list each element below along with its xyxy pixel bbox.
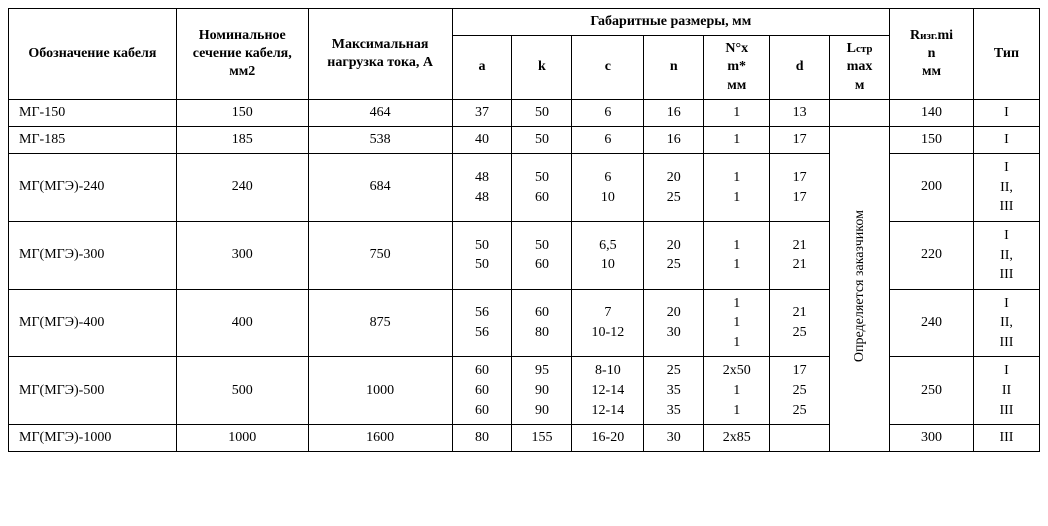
col-a: а [452, 36, 512, 100]
cell-type: III,III [973, 289, 1039, 357]
cell-a: 4848 [452, 154, 512, 222]
cell-n: 30 [644, 425, 704, 452]
cell-d: 1717 [770, 154, 830, 222]
cell-nx: 1 [704, 126, 770, 153]
col-designation: Обозначение кабеля [9, 9, 177, 100]
cell-section: 500 [176, 357, 308, 425]
cell-designation: МГ(МГЭ)-500 [9, 357, 177, 425]
cell-designation: МГ(МГЭ)-300 [9, 221, 177, 289]
cell-a: 606060 [452, 357, 512, 425]
cell-maxload: 875 [308, 289, 452, 357]
cell-maxload: 538 [308, 126, 452, 153]
cell-a: 5050 [452, 221, 512, 289]
cell-lstr [830, 99, 890, 126]
cable-dimensions-table: Обозначение кабеля Номинальное сечение к… [8, 8, 1040, 452]
cell-maxload: 464 [308, 99, 452, 126]
cell-designation: МГ-150 [9, 99, 177, 126]
cell-n: 16 [644, 99, 704, 126]
cell-rmin: 250 [890, 357, 974, 425]
cell-nx: 2х85 [704, 425, 770, 452]
cell-type: III [973, 425, 1039, 452]
cell-a: 40 [452, 126, 512, 153]
cell-nx: 11 [704, 221, 770, 289]
cell-k: 50 [512, 126, 572, 153]
col-k: k [512, 36, 572, 100]
cell-section: 240 [176, 154, 308, 222]
cell-d [770, 425, 830, 452]
col-n: n [644, 36, 704, 100]
col-rmin: Rизг.minмм [890, 9, 974, 100]
cell-lstr-note: Определяется заказчиком [830, 126, 890, 452]
col-dimensions-group: Габаритные размеры, мм [452, 9, 890, 36]
cell-type: III,III [973, 154, 1039, 222]
cell-maxload: 684 [308, 154, 452, 222]
cell-k: 959090 [512, 357, 572, 425]
col-maxload: Максимальная нагрузка тока, А [308, 9, 452, 100]
header-row-1: Обозначение кабеля Номинальное сечение к… [9, 9, 1040, 36]
cell-type: IIIIII [973, 357, 1039, 425]
cell-rmin: 220 [890, 221, 974, 289]
cell-designation: МГ(МГЭ)-240 [9, 154, 177, 222]
cell-type: III,III [973, 221, 1039, 289]
cell-n: 2025 [644, 154, 704, 222]
table-body: МГ-150 150 464 37 50 6 16 1 13 140 I МГ-… [9, 99, 1040, 452]
cell-designation: МГ-185 [9, 126, 177, 153]
cell-rmin: 140 [890, 99, 974, 126]
cell-section: 300 [176, 221, 308, 289]
col-nx: N°xm*мм [704, 36, 770, 100]
cell-k: 155 [512, 425, 572, 452]
cell-d: 17 [770, 126, 830, 153]
cell-rmin: 150 [890, 126, 974, 153]
cell-section: 400 [176, 289, 308, 357]
cell-section: 185 [176, 126, 308, 153]
cell-d: 172525 [770, 357, 830, 425]
cell-n: 16 [644, 126, 704, 153]
cell-rmin: 240 [890, 289, 974, 357]
cell-nx: 1 [704, 99, 770, 126]
cell-a: 37 [452, 99, 512, 126]
cell-a: 80 [452, 425, 512, 452]
cell-type: I [973, 99, 1039, 126]
cell-d: 13 [770, 99, 830, 126]
col-section: Номинальное сечение кабеля, мм2 [176, 9, 308, 100]
cell-type: I [973, 126, 1039, 153]
cell-c: 710-12 [572, 289, 644, 357]
cell-rmin: 200 [890, 154, 974, 222]
cell-c: 610 [572, 154, 644, 222]
cell-maxload: 1600 [308, 425, 452, 452]
cell-d: 2121 [770, 221, 830, 289]
cell-k: 5060 [512, 221, 572, 289]
cell-c: 6 [572, 99, 644, 126]
cell-maxload: 1000 [308, 357, 452, 425]
cell-k: 50 [512, 99, 572, 126]
cell-nx: 2х5011 [704, 357, 770, 425]
cell-d: 2125 [770, 289, 830, 357]
cell-c: 8-1012-1412-14 [572, 357, 644, 425]
cell-nx: 11 [704, 154, 770, 222]
cell-maxload: 750 [308, 221, 452, 289]
table-row: МГ-150 150 464 37 50 6 16 1 13 140 I [9, 99, 1040, 126]
cell-nx: 111 [704, 289, 770, 357]
col-c: с [572, 36, 644, 100]
col-type: Тип [973, 9, 1039, 100]
cell-rmin: 300 [890, 425, 974, 452]
cell-k: 5060 [512, 154, 572, 222]
cell-n: 2025 [644, 221, 704, 289]
cell-c: 16-20 [572, 425, 644, 452]
cell-designation: МГ(МГЭ)-400 [9, 289, 177, 357]
cell-designation: МГ(МГЭ)-1000 [9, 425, 177, 452]
cell-section: 150 [176, 99, 308, 126]
cell-a: 5656 [452, 289, 512, 357]
col-lstr: Lстрmaxм [830, 36, 890, 100]
cell-c: 6 [572, 126, 644, 153]
cell-c: 6,510 [572, 221, 644, 289]
cell-n: 253535 [644, 357, 704, 425]
col-d: d [770, 36, 830, 100]
cell-n: 2030 [644, 289, 704, 357]
cell-section: 1000 [176, 425, 308, 452]
cell-k: 6080 [512, 289, 572, 357]
table-row: МГ-185 185 538 40 50 6 16 1 17 Определяе… [9, 126, 1040, 153]
